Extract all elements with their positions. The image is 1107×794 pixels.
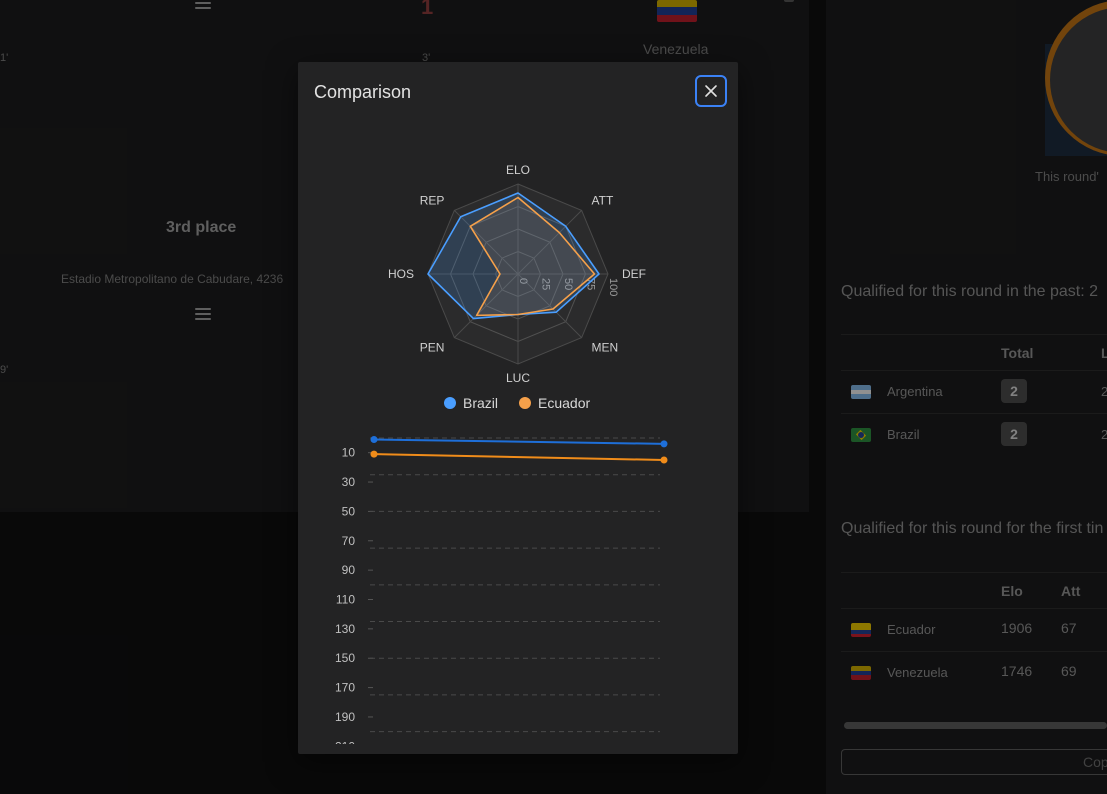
- minute-label: 1': [0, 52, 9, 64]
- radar-scale-label: 0: [517, 278, 529, 284]
- match-title: 3rd place: [166, 219, 237, 236]
- round-stats-panel: This round' Qualified for this round in …: [826, 0, 1107, 794]
- minute-label: 3': [422, 52, 431, 64]
- minute-label: 9': [0, 364, 9, 376]
- table-cell: 2: [1101, 427, 1107, 442]
- copy-button[interactable]: Cop: [841, 749, 1107, 775]
- y-tick-label: 70: [342, 534, 356, 548]
- country-name: Ecuador: [887, 622, 936, 637]
- y-tick-label: 150: [335, 651, 355, 665]
- team-name: Venezuela: [643, 41, 709, 57]
- chart-caption: This round': [1035, 169, 1099, 184]
- country-name: Argentina: [887, 384, 943, 399]
- legend-label: Ecuador: [538, 395, 591, 411]
- ecuador-flag-icon: [851, 623, 871, 637]
- horizontal-scrollbar[interactable]: [844, 722, 1107, 729]
- radar-axis-label: MEN: [592, 341, 619, 355]
- radar-axis-label: LUC: [506, 371, 530, 385]
- radar-chart: 0 25 50 75 100 ELO ATT DEF MEN LUC PEN HOS REP: [388, 163, 646, 385]
- data-point-brazil: [660, 440, 668, 448]
- legend-dot-icon: [444, 397, 456, 409]
- count-badge: 2: [1001, 379, 1027, 403]
- radar-scale-label: 25: [540, 278, 552, 290]
- match-number: 1: [421, 0, 434, 19]
- ranking-line-chart: 103050709011013015017019021020262030: [335, 435, 668, 744]
- radar-axis-label: HOS: [388, 267, 414, 281]
- modal-title: Comparison: [314, 82, 412, 102]
- radar-scale-label: 50: [562, 278, 574, 290]
- radar-axis-label: REP: [420, 193, 445, 207]
- y-tick-label: 130: [335, 622, 355, 636]
- count-badge: 2: [1001, 422, 1027, 446]
- line-series-ecuador: [373, 453, 665, 462]
- country-name: Venezuela: [887, 665, 948, 680]
- y-tick-label: 50: [342, 504, 356, 518]
- column-header[interactable]: Total: [1001, 345, 1034, 361]
- legend-item-brazil[interactable]: Brazil: [444, 395, 498, 411]
- first-time-heading: Qualified for this round for the first t…: [841, 520, 1104, 537]
- data-point-brazil: [370, 435, 378, 443]
- brazil-flag-icon: [851, 428, 871, 442]
- menu-icon[interactable]: [195, 308, 211, 320]
- radar-spoke: [454, 273, 519, 338]
- radar-series-ecuador: [469, 196, 596, 317]
- radar-scale-label: 75: [585, 278, 597, 290]
- column-header[interactable]: L: [1101, 345, 1107, 361]
- scroll-handle[interactable]: [784, 0, 794, 2]
- past-qualified-heading: Qualified for this round in the past: 2: [841, 283, 1099, 300]
- data-point-ecuador: [370, 450, 378, 458]
- data-point-ecuador: [660, 456, 668, 464]
- line-series-brazil: [373, 438, 665, 445]
- radar-spoke: [517, 273, 582, 338]
- radar-axis-label: ELO: [506, 163, 530, 177]
- venezuela-flag-icon: [851, 666, 871, 680]
- column-header[interactable]: Att: [1061, 583, 1081, 599]
- table-cell: 69: [1061, 663, 1077, 679]
- copy-button-label: Cop: [1083, 754, 1107, 770]
- legend-label: Brazil: [463, 395, 499, 411]
- venue-label: Estadio Metropolitano de Cabudare, 4236: [61, 272, 284, 286]
- venezuela-flag-icon: [657, 0, 697, 22]
- legend-item-ecuador[interactable]: Ecuador: [519, 395, 590, 411]
- table-cell: 2: [1101, 384, 1107, 399]
- legend-dot-icon: [519, 397, 531, 409]
- radar-axis-label: ATT: [592, 193, 614, 207]
- column-header[interactable]: Elo: [1001, 583, 1023, 599]
- radar-scale-label: 100: [607, 278, 619, 296]
- y-tick-label: 90: [342, 563, 356, 577]
- y-tick-label: 170: [335, 681, 355, 695]
- radar-axis-label: DEF: [622, 267, 646, 281]
- radar-spoke: [454, 210, 519, 275]
- y-tick-label: 210: [335, 739, 355, 744]
- country-name: Brazil: [887, 427, 920, 442]
- radar-axis-label: PEN: [420, 341, 445, 355]
- close-icon: [705, 85, 717, 97]
- argentina-flag-icon: [851, 385, 871, 399]
- y-tick-label: 110: [336, 593, 355, 607]
- table-cell: 1906: [1001, 620, 1033, 636]
- menu-icon[interactable]: [195, 0, 211, 9]
- comparison-modal: Comparison 0 25 50 75 100 ELO ATT DEF MEN LUC PEN H…: [298, 62, 738, 754]
- y-tick-label: 30: [342, 475, 356, 489]
- round-pie-chart: [1045, 1, 1107, 156]
- radar-spoke: [517, 210, 582, 275]
- table-cell: 67: [1061, 620, 1077, 636]
- close-button[interactable]: [695, 75, 727, 107]
- y-tick-label: 190: [335, 710, 355, 724]
- y-tick-label: 10: [342, 446, 356, 460]
- table-cell: 1746: [1001, 663, 1033, 679]
